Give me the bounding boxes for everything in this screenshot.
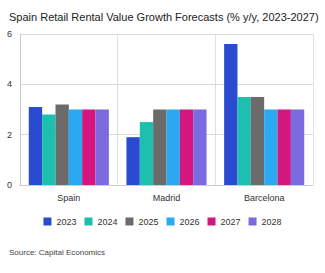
svg-text:2023: 2023 xyxy=(56,217,76,227)
svg-text:6: 6 xyxy=(7,29,12,39)
svg-text:Barcelona: Barcelona xyxy=(244,193,285,203)
svg-text:Spain: Spain xyxy=(57,193,80,203)
svg-text:2028: 2028 xyxy=(262,217,282,227)
svg-text:2027: 2027 xyxy=(221,217,241,227)
svg-text:4: 4 xyxy=(7,79,12,89)
svg-text:0: 0 xyxy=(7,180,12,190)
svg-text:Madrid: Madrid xyxy=(153,193,181,203)
svg-text:Source: Capital Economics: Source: Capital Economics xyxy=(9,248,105,257)
svg-text:2024: 2024 xyxy=(97,217,117,227)
svg-text:2: 2 xyxy=(7,130,12,140)
svg-text:Spain Retail Rental Value Grow: Spain Retail Rental Value Growth Forecas… xyxy=(9,11,319,23)
svg-text:2025: 2025 xyxy=(138,217,158,227)
svg-text:2026: 2026 xyxy=(180,217,200,227)
